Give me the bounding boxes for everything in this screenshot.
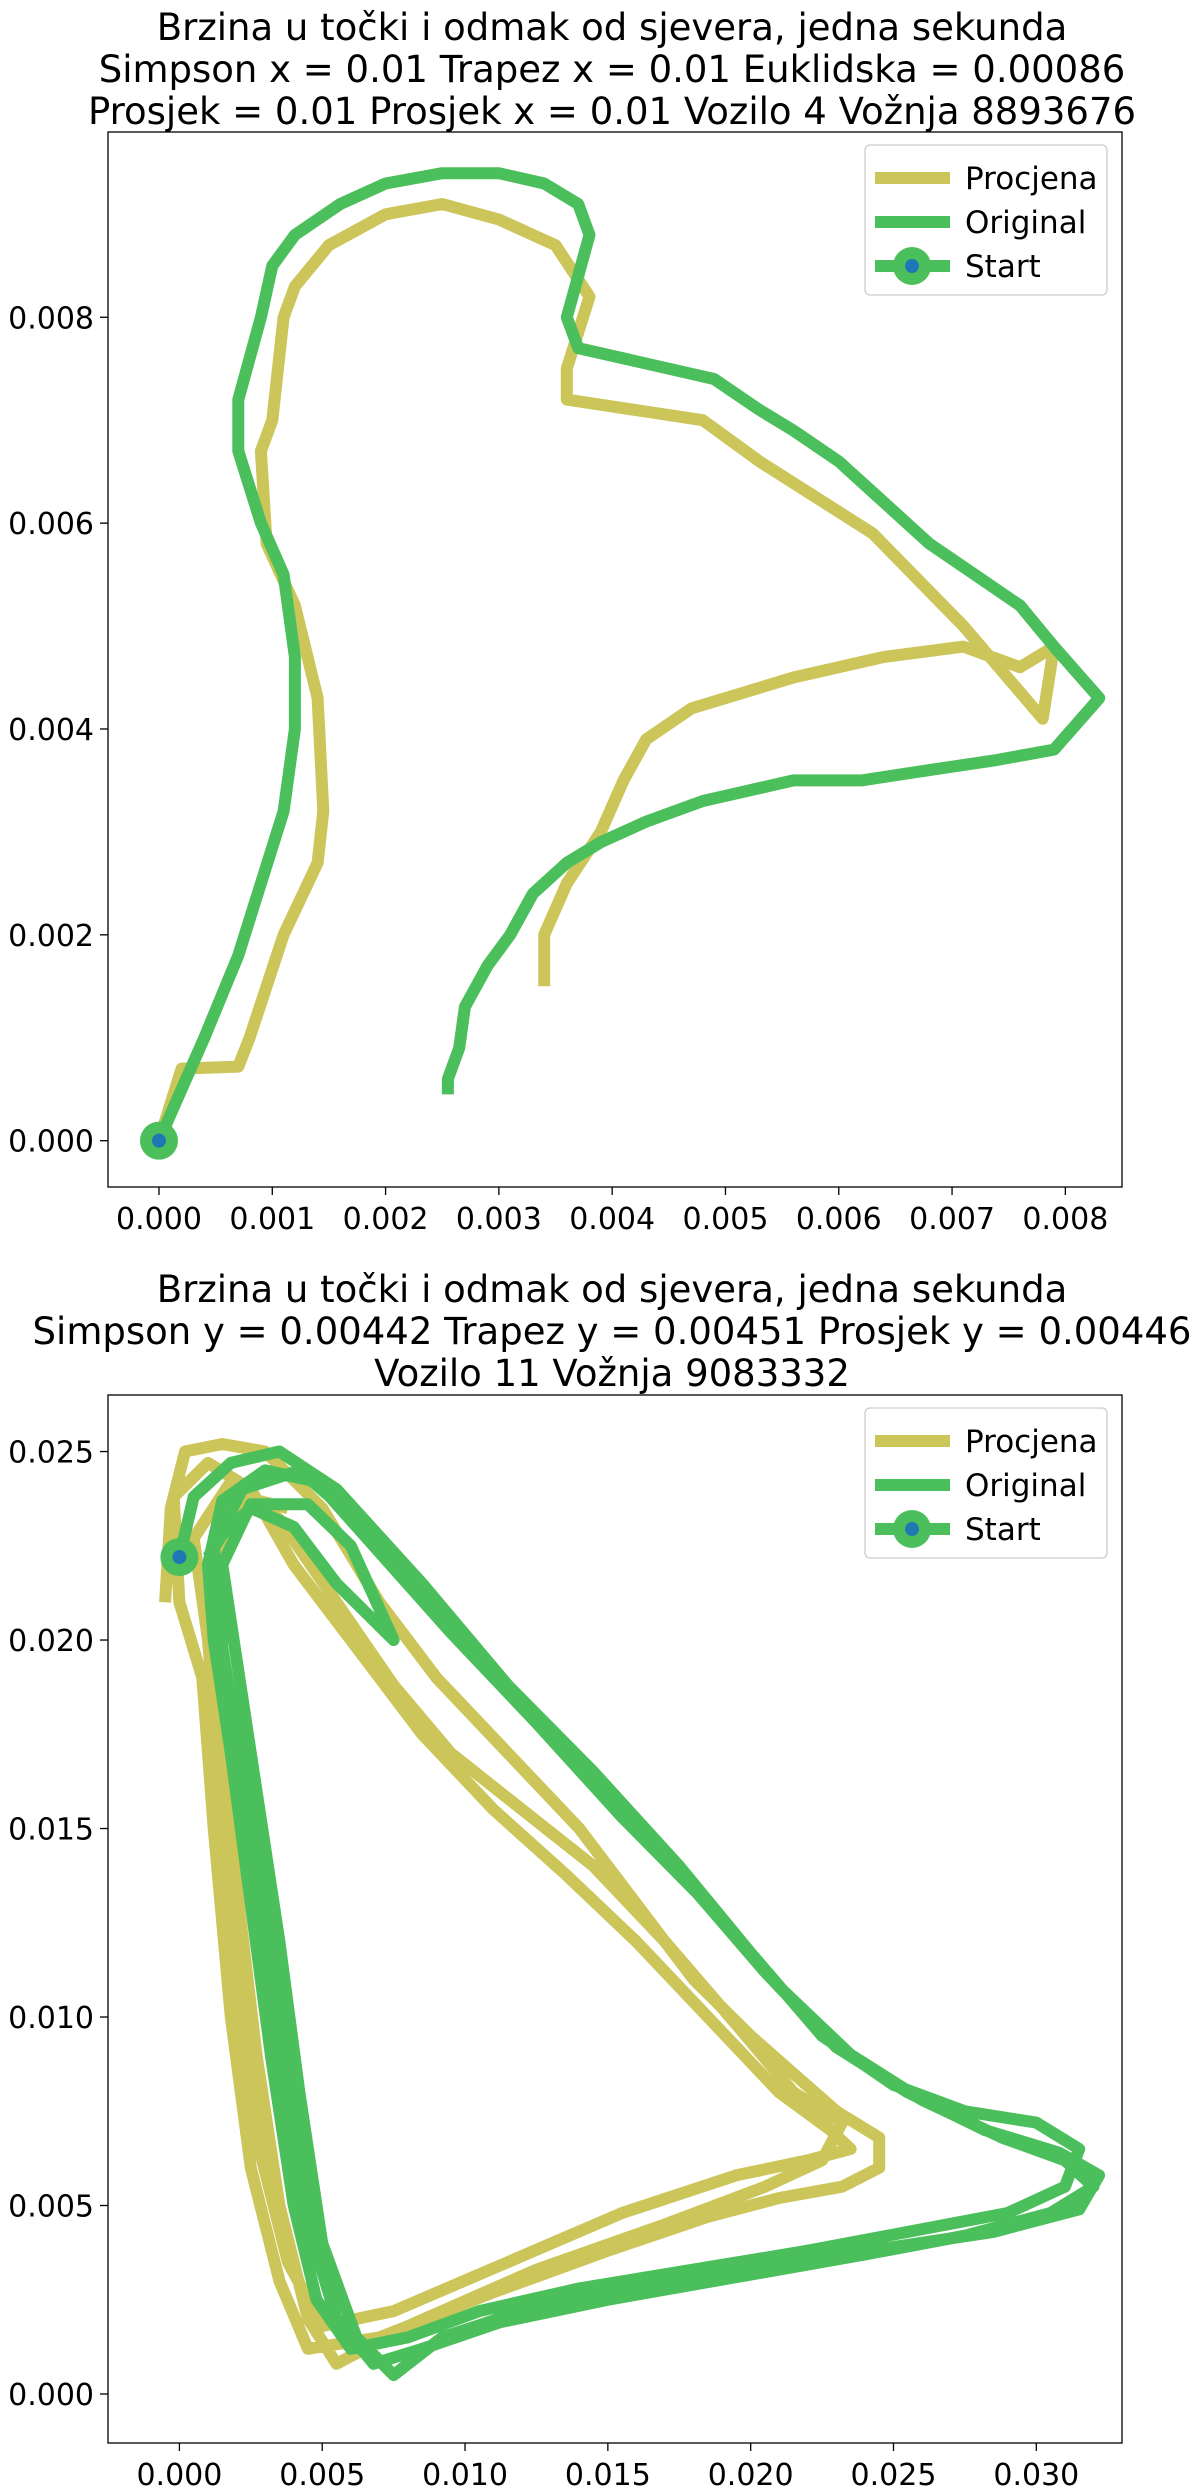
chart-1-legend: Procjena Original Start (864, 144, 1108, 296)
chart-2-axes-frame (107, 1394, 1123, 2444)
chart-1-x-tick-label: 0.001 (229, 1202, 315, 1237)
chart-2-y-tick-label: 0.025 (8, 1436, 94, 1471)
chart-2-title-line-1: Brzina u točki i odmak od sjevera, jedna… (157, 1268, 1068, 1311)
chart-2-legend-label-original: Original (965, 1468, 1086, 1504)
chart-1-x-tick-label: 0.000 (116, 1202, 202, 1237)
chart-2-x-tick-label: 0.030 (993, 2458, 1079, 2492)
chart-1-title-line-1: Brzina u točki i odmak od sjevera, jedna… (157, 6, 1068, 49)
chart-2-x-tick-label: 0.000 (136, 2458, 222, 2492)
chart-2-series-procjena-line (159, 1438, 886, 2370)
chart-2-y-tick-label: 0.010 (8, 2001, 94, 2036)
chart-2-x-tick-label: 0.005 (279, 2458, 365, 2492)
chart-1-y-tick-label: 0.000 (8, 1125, 94, 1160)
chart-2-y-tick-label: 0.005 (8, 2190, 94, 2225)
chart-1-x-tick-label: 0.006 (796, 1202, 882, 1237)
chart-1-title-line-2: Simpson x = 0.01 Trapez x = 0.01 Euklids… (99, 48, 1126, 91)
chart-1: Brzina u točki i odmak od sjevera, jedna… (8, 6, 1136, 1237)
chart-1-y-tick-label: 0.006 (8, 507, 94, 542)
chart-2-plot-area: 0.000 0.005 0.010 0.015 0.020 0.025 0.030 0.000… (8, 1394, 1123, 2492)
chart-1-y-tick-label: 0.008 (8, 301, 94, 336)
chart-2-x-tick-label: 0.015 (565, 2458, 651, 2492)
chart-2-x-tick-label: 0.025 (851, 2458, 937, 2492)
chart-2-y-tick-label: 0.015 (8, 1813, 94, 1848)
chart-1-title-line-3: Prosjek = 0.01 Prosjek x = 0.01 Vozilo 4… (88, 90, 1136, 133)
chart-1-x-tick-label: 0.008 (1022, 1202, 1108, 1237)
chart-2-legend: Procjena Original Start (864, 1407, 1108, 1559)
chart-1-legend-label-procjena: Procjena (965, 161, 1098, 197)
chart-2-start-marker-dot (172, 1550, 187, 1565)
chart-1-x-tick-label: 0.003 (456, 1202, 542, 1237)
chart-1-y-tick-label: 0.004 (8, 713, 94, 748)
chart-2-title-line-3: Vozilo 11 Vožnja 9083332 (374, 1352, 850, 1395)
chart-1-start-marker-dot (151, 1133, 166, 1148)
chart-2: Brzina u točki i odmak od sjevera, jedna… (8, 1268, 1191, 2492)
chart-2-x-tick-label: 0.020 (708, 2458, 794, 2492)
chart-2-y-tick-label: 0.000 (8, 2378, 94, 2413)
chart-1-series-original-line (153, 167, 1106, 1144)
chart-1-plot-area: 0.000 0.001 0.002 0.003 0.004 0.005 0.006 0.007… (8, 131, 1123, 1237)
chart-1-x-tick-label: 0.002 (343, 1202, 429, 1237)
chart-2-title-line-2: Simpson y = 0.00442 Trapez y = 0.00451 P… (33, 1310, 1192, 1353)
chart-2-y-tick-label: 0.020 (8, 1624, 94, 1659)
chart-1-x-tick-label: 0.007 (909, 1202, 995, 1237)
chart-1-legend-label-original: Original (965, 205, 1086, 241)
chart-1-legend-label-start: Start (965, 249, 1041, 285)
chart-1-x-tick-label: 0.005 (683, 1202, 769, 1237)
chart-1-axes-frame (107, 131, 1123, 1188)
chart-2-x-tick-label: 0.010 (422, 2458, 508, 2492)
chart-2-legend-label-procjena: Procjena (965, 1424, 1098, 1460)
chart-1-y-tick-label: 0.002 (8, 919, 94, 954)
chart-2-legend-label-start: Start (965, 1512, 1041, 1548)
chart-1-x-tick-label: 0.004 (569, 1202, 655, 1237)
chart-2-series-original-line (173, 1445, 1106, 2382)
